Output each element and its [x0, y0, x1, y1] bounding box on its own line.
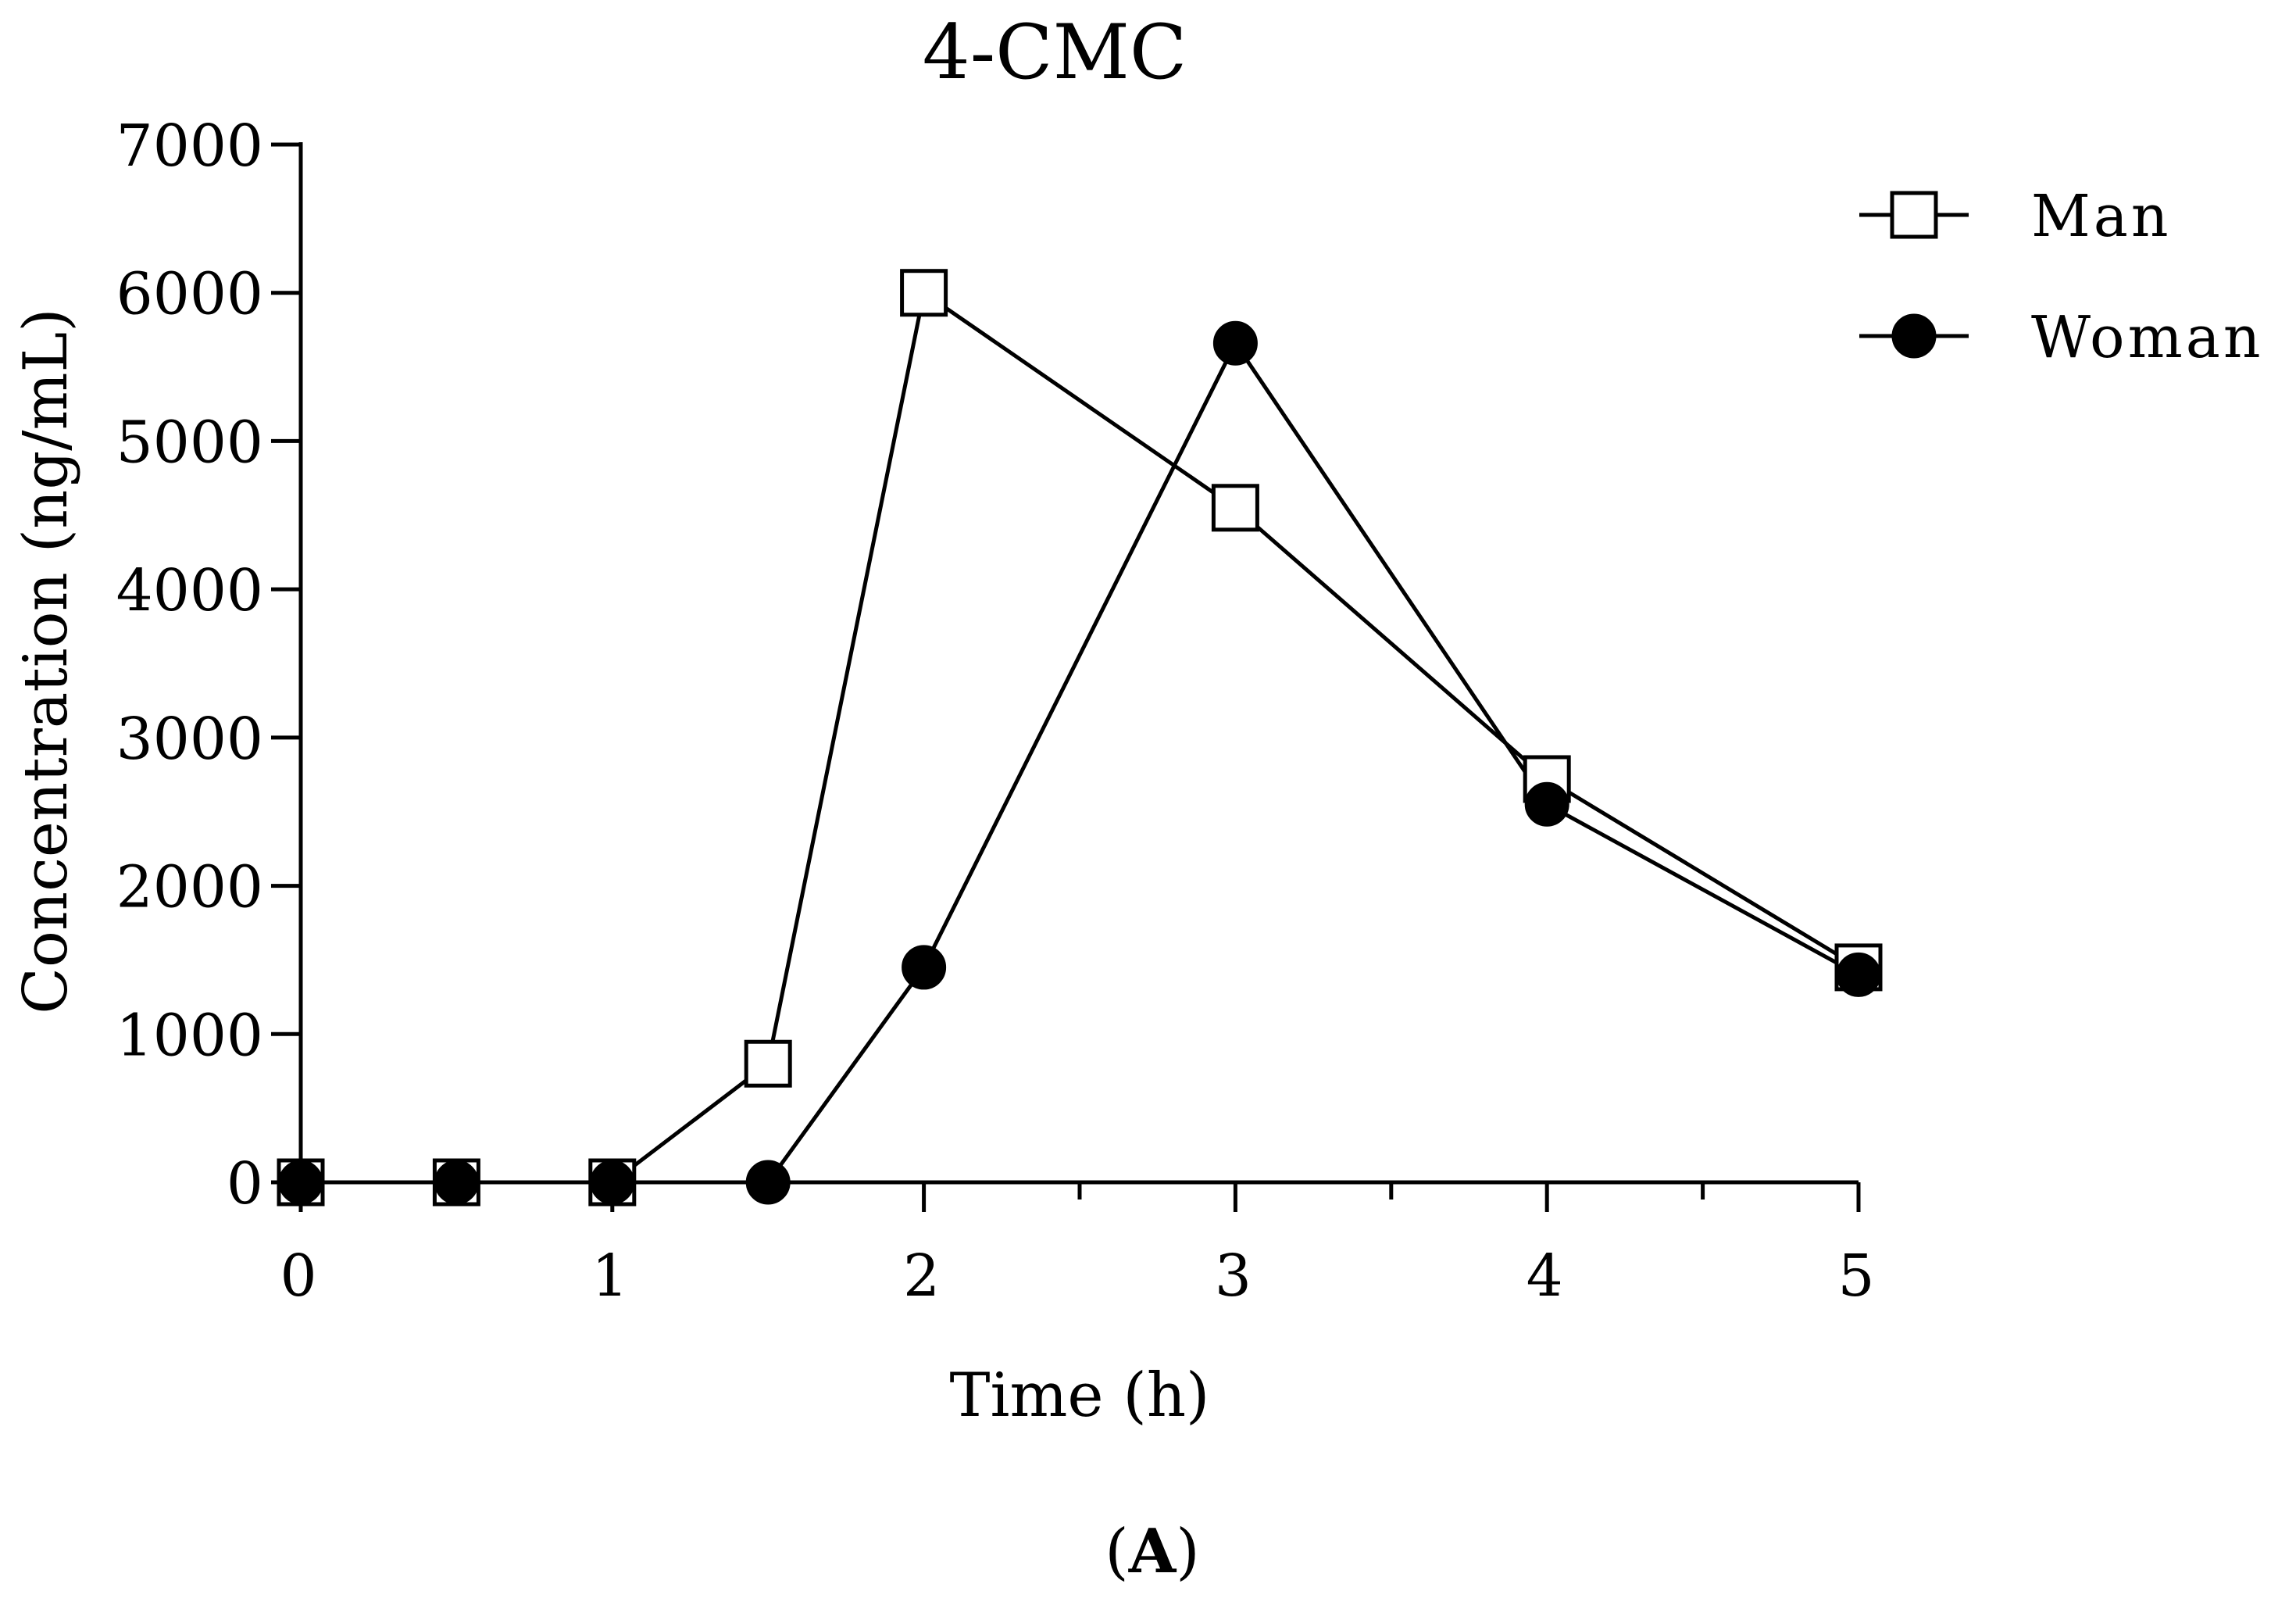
x-tick-label: 0 [280, 1242, 316, 1310]
y-tick-label: 7000 [116, 113, 263, 180]
data-point-woman [902, 945, 947, 990]
panel-label-open: ( [1105, 1517, 1128, 1587]
y-tick-label: 6000 [116, 261, 263, 328]
x-tick-label: 3 [1215, 1242, 1252, 1310]
data-point-woman [745, 1160, 791, 1205]
legend-label: Woman [2031, 304, 2264, 371]
x-tick-label: 2 [903, 1242, 940, 1310]
y-tick-label: 3000 [116, 706, 263, 773]
legend-label: Man [2031, 183, 2172, 250]
panel-label: (A) [1105, 1516, 1199, 1587]
legend-marker-man [1890, 191, 1938, 239]
series-line-woman [301, 339, 1860, 1185]
panel-label-close: ) [1176, 1517, 1199, 1587]
x-tick-label: 1 [591, 1242, 628, 1310]
data-point-woman [1524, 781, 1569, 827]
chart-title: 4-CMC [923, 9, 1187, 96]
y-axis-label: Concentration (ng/mL) [11, 308, 81, 1014]
legend: Man Woman [1859, 183, 2264, 371]
data-point-man [1211, 484, 1259, 532]
x-tick-label: 5 [1837, 1242, 1874, 1310]
y-tick-label: 1000 [116, 1002, 263, 1069]
legend-marker-woman [1891, 313, 1937, 359]
y-tick-label: 5000 [116, 409, 263, 476]
data-point-man [900, 269, 948, 317]
data-point-man [744, 1039, 792, 1088]
panel-label-letter: A [1128, 1516, 1177, 1587]
data-point-woman [1836, 952, 1881, 997]
data-point-woman [434, 1160, 479, 1205]
data-point-woman [590, 1160, 635, 1205]
x-axis-label: Time (h) [950, 1360, 1210, 1431]
data-point-woman [278, 1160, 323, 1205]
data-point-woman [1212, 320, 1258, 366]
axes [298, 142, 1859, 1185]
x-tick-label: 4 [1527, 1242, 1563, 1310]
y-tick-label: 2000 [116, 854, 263, 921]
series-line-man [301, 289, 1860, 1185]
y-tick-label: 0 [227, 1150, 263, 1217]
y-tick-label: 4000 [116, 557, 263, 624]
